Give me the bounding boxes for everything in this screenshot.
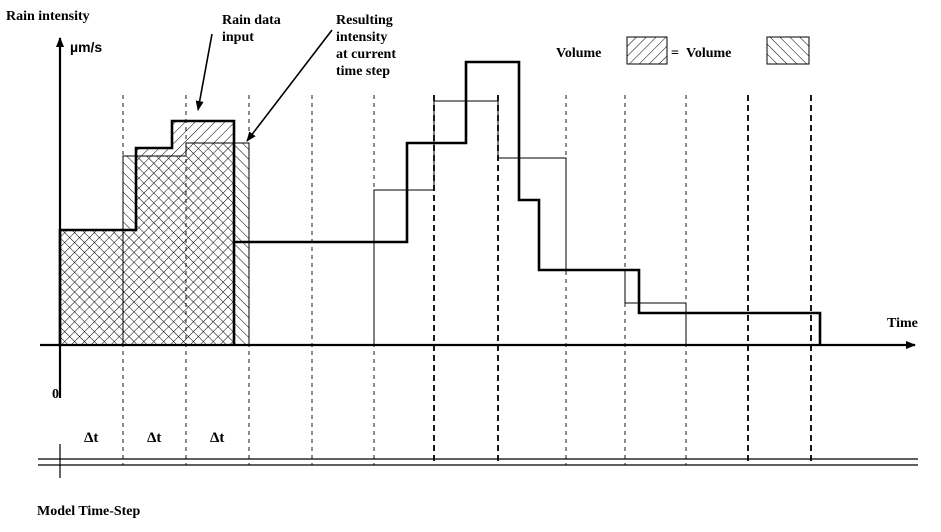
legend-volume-left: Volume <box>556 46 601 61</box>
delta-t-3: Δt <box>210 430 224 446</box>
model-time-step-label: Model Time-Step <box>37 504 141 519</box>
resulting-intensity-line-3: at current <box>336 47 396 62</box>
origin-label: 0 <box>52 387 59 402</box>
model-step-gridlines <box>433 95 812 465</box>
legend-forward-hatch <box>626 36 668 65</box>
delta-t-1: Δt <box>84 430 98 446</box>
rain-data-input-line-1: Rain data <box>222 13 281 28</box>
y-axis-title: Rain intensity <box>6 9 90 24</box>
resulting-intensity-callout-arrow <box>246 29 333 142</box>
delta-t-2: Δt <box>147 430 161 446</box>
resulting-intensity-curve-right <box>373 100 687 345</box>
y-axis-unit: µm/s <box>70 39 102 55</box>
model-time-step-track <box>38 444 918 478</box>
rain-data-input-curve <box>58 60 822 345</box>
rain-data-callout-arrow <box>195 33 213 111</box>
resulting-intensity-curve <box>122 142 250 345</box>
x-axis-title: Time <box>887 316 918 331</box>
rain-data-input-area <box>60 121 234 345</box>
legend-equals: = <box>671 46 679 61</box>
rain-data-input-label: Rain data input <box>222 13 284 45</box>
legend-backward-hatch <box>766 36 810 65</box>
resulting-intensity-line-1: Resulting <box>336 13 393 28</box>
rain-data-input-line-2: input <box>222 30 254 45</box>
resulting-intensity-line-4: time step <box>336 64 390 79</box>
resulting-intensity-label: Resulting intensity at current time step <box>336 13 400 79</box>
legend-volume-right: Volume <box>686 46 731 61</box>
resulting-intensity-line-2: intensity <box>336 30 387 45</box>
